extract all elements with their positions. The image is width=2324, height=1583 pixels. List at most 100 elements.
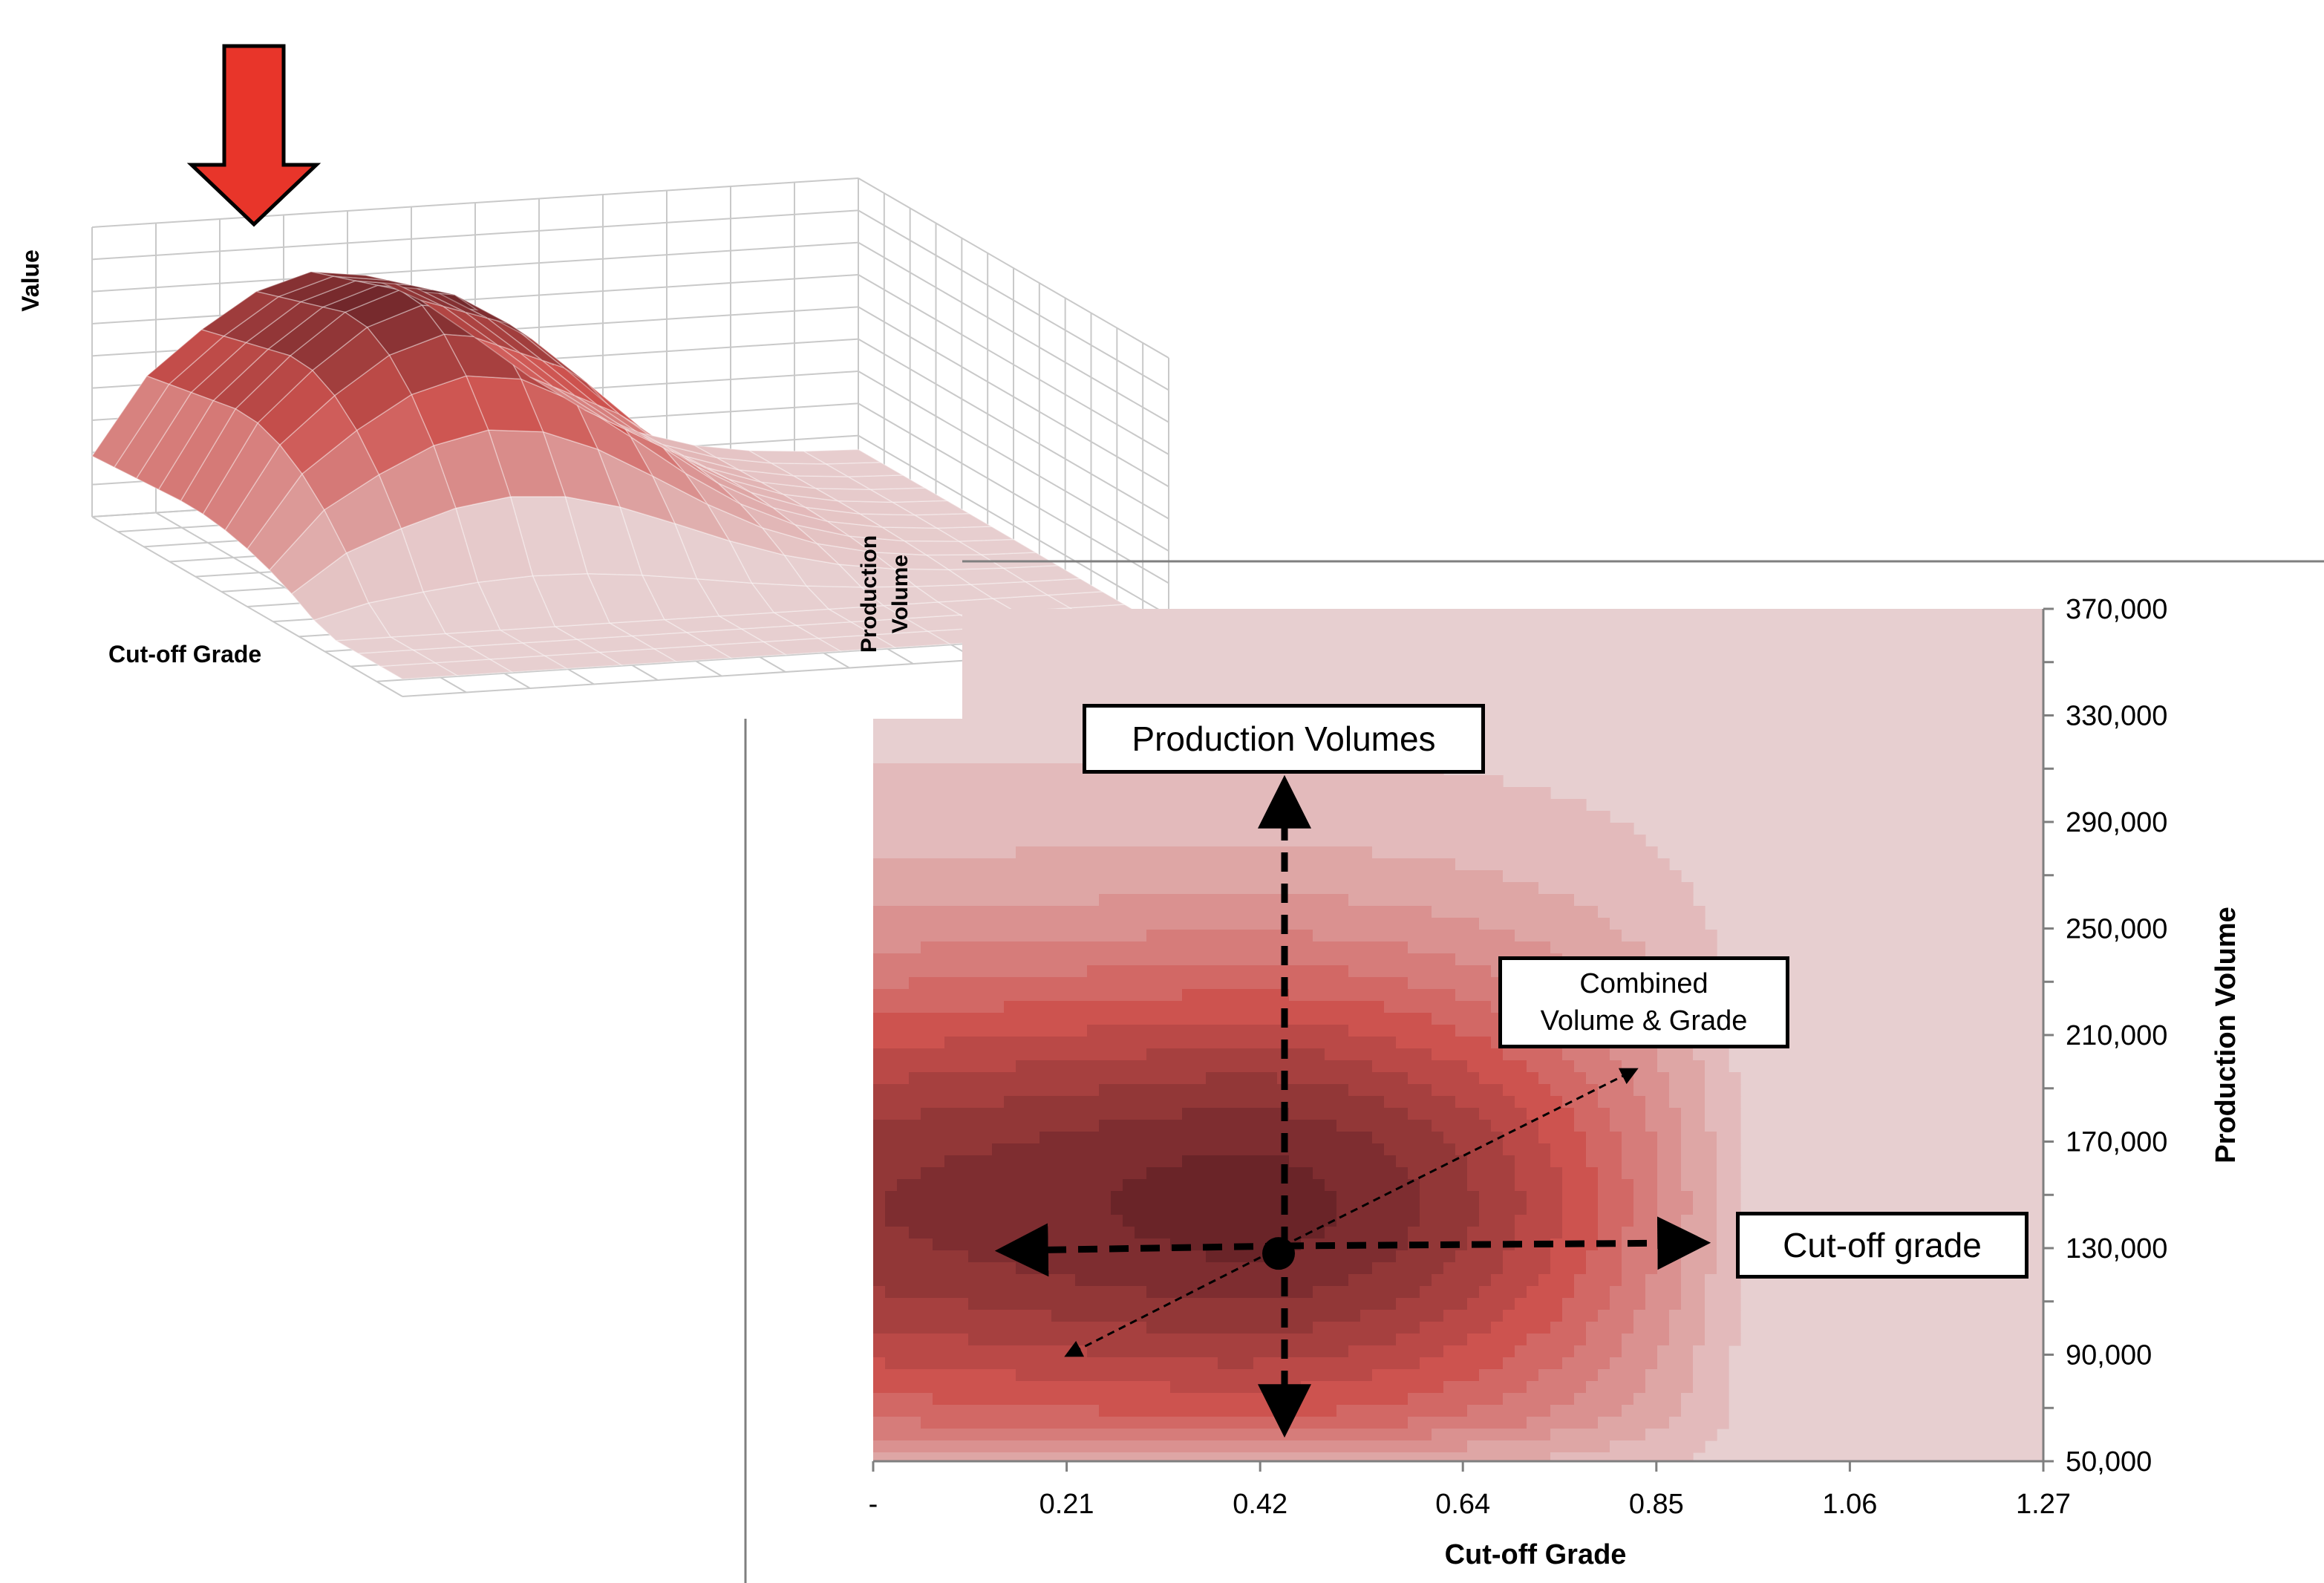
- contour-cell: [1111, 894, 1123, 907]
- contour-cell: [1348, 1084, 1361, 1097]
- contour-cell: [1087, 882, 1100, 895]
- contour-cell: [1218, 1452, 1230, 1461]
- contour-cell: [1443, 1037, 1456, 1049]
- contour-cell: [885, 1369, 898, 1382]
- contour-cell: [1455, 1215, 1468, 1227]
- contour-cell: [1158, 989, 1171, 1002]
- contour-cell: [1467, 1048, 1480, 1061]
- contour-cell: [1503, 1203, 1515, 1215]
- contour-cell: [1515, 1334, 1527, 1346]
- contour-cell: [956, 835, 969, 847]
- contour-cell: [933, 835, 945, 847]
- contour-cell: [909, 870, 921, 883]
- contour-cell: [1645, 1072, 1658, 1085]
- contour-cell: [1087, 1048, 1100, 1061]
- contour-cell: [1277, 1429, 1290, 1441]
- contour-cell: [909, 882, 921, 895]
- contour-cell: [1123, 823, 1135, 835]
- contour-cell: [1348, 1108, 1361, 1120]
- contour-cell: [1467, 1429, 1480, 1441]
- contour-cell: [1705, 1048, 1717, 1061]
- contour-cell: [1146, 1250, 1159, 1263]
- contour-cell: [1004, 989, 1016, 1002]
- contour-cell: [1336, 811, 1349, 823]
- contour-cell: [956, 1203, 969, 1215]
- contour-cell: [873, 1191, 886, 1204]
- contour-cell: [1028, 1072, 1040, 1085]
- contour-cell: [897, 763, 910, 776]
- contour-cell: [1503, 1191, 1515, 1204]
- contour-cell: [1503, 1072, 1515, 1085]
- contour-cell: [1063, 1120, 1076, 1132]
- contour-cell: [1515, 1429, 1527, 1441]
- contour-cell: [1503, 1167, 1515, 1180]
- contour-cell: [1348, 965, 1361, 978]
- contour-cell: [1123, 1013, 1135, 1025]
- contour-cell: [1004, 1096, 1016, 1109]
- contour-cell: [1063, 882, 1076, 895]
- contour-cell: [1550, 1440, 1563, 1453]
- contour-cell: [1396, 1274, 1409, 1287]
- contour-cell: [1586, 1345, 1599, 1358]
- contour-cell: [1206, 1191, 1218, 1204]
- contour-cell: [1550, 1167, 1563, 1180]
- contour-cell: [1467, 1440, 1480, 1453]
- contour-cell: [1562, 1132, 1575, 1144]
- contour-cell: [1491, 1215, 1504, 1227]
- contour-cell: [1146, 1322, 1159, 1334]
- contour-cell: [873, 882, 886, 895]
- contour-cell: [1574, 1417, 1587, 1429]
- contour-cell: [1218, 1250, 1230, 1263]
- contour-cell: [1432, 1025, 1444, 1037]
- contour-cell: [1158, 1452, 1171, 1461]
- contour-cell: [909, 1084, 921, 1097]
- contour-cell: [944, 906, 957, 918]
- contour-cell: [1158, 1393, 1171, 1406]
- contour-cell: [1075, 1250, 1088, 1263]
- contour-cell: [1313, 989, 1325, 1002]
- contour-cell: [1253, 1393, 1266, 1406]
- contour-cell: [1241, 811, 1254, 823]
- contour-cell: [1051, 1227, 1064, 1239]
- contour-cell: [968, 930, 981, 942]
- contour-cell: [1146, 1013, 1159, 1025]
- contour-cell: [1408, 1369, 1420, 1382]
- contour-cell: [1372, 1013, 1385, 1025]
- contour-cell: [1336, 1167, 1349, 1180]
- contour-cell: [1336, 846, 1349, 859]
- contour-cell: [1230, 799, 1242, 812]
- contour-cell: [1099, 1274, 1112, 1287]
- contour-cell: [1705, 1298, 1717, 1311]
- contour-cell: [1432, 953, 1444, 966]
- contour-cell: [897, 1060, 910, 1073]
- contour-cell: [1301, 1001, 1313, 1014]
- y-axis-label-3d-line1: Production: [857, 535, 881, 653]
- contour-cell: [1527, 882, 1539, 895]
- contour-cell: [968, 906, 981, 918]
- contour-cell: [1063, 763, 1076, 776]
- contour-cell: [1443, 835, 1456, 847]
- contour-cell: [1123, 858, 1135, 871]
- contour-cell: [1253, 835, 1266, 847]
- contour-cell: [933, 1452, 945, 1461]
- contour-cell: [933, 1072, 945, 1085]
- contour-cell: [1598, 1215, 1610, 1227]
- contour-cell: [1241, 1274, 1254, 1287]
- contour-cell: [1467, 835, 1480, 847]
- contour-cell: [1051, 823, 1064, 835]
- contour-cell: [1004, 1357, 1016, 1370]
- contour-cell: [873, 1369, 886, 1382]
- contour-cell: [1253, 1452, 1266, 1461]
- contour-cell: [1705, 1238, 1717, 1251]
- contour-cell: [1039, 799, 1052, 812]
- contour-cell: [1717, 1334, 1729, 1346]
- contour-cell: [1562, 1274, 1575, 1287]
- contour-cell: [1265, 894, 1278, 907]
- contour-cell: [1527, 1334, 1539, 1346]
- contour-cell: [1289, 1381, 1302, 1394]
- contour-cell: [1527, 1060, 1539, 1073]
- contour-cell: [1669, 882, 1682, 895]
- contour-cell: [1443, 1227, 1456, 1239]
- contour-cell: [1479, 846, 1492, 859]
- contour-cell: [1586, 811, 1599, 823]
